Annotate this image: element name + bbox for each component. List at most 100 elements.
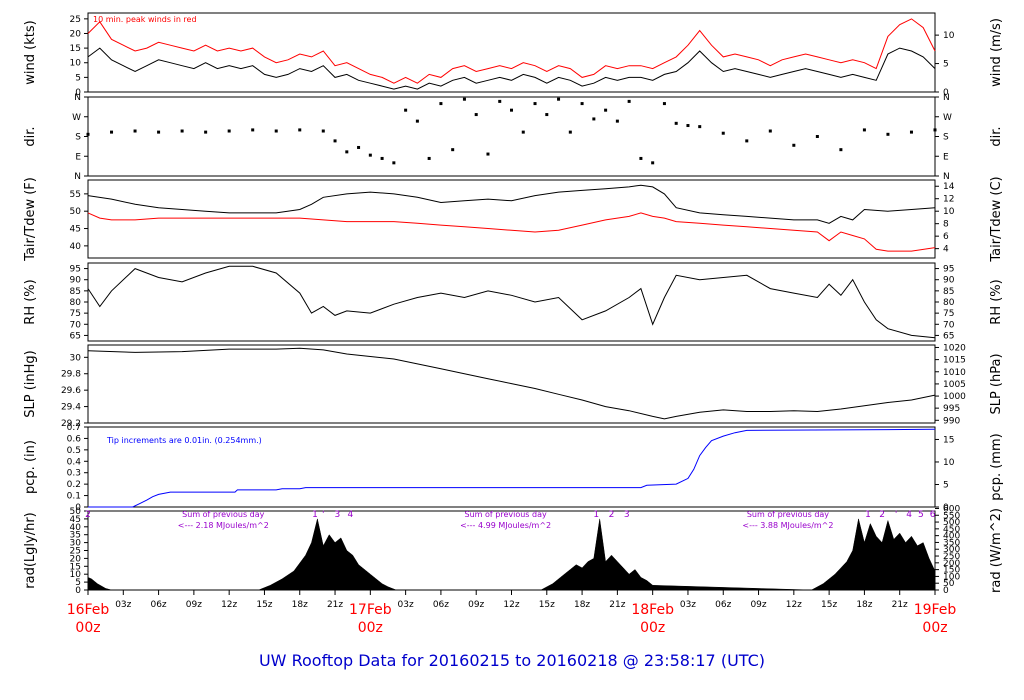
rad-right-tick-label: 100 [943,572,960,582]
temp-Tdew-line [87,212,936,252]
pcp-annotation: Tip increments are 0.01in. (0.254mm.) [106,436,262,445]
dir-left-tick-label: S [75,133,81,143]
slp-left-tick-label: 29.6 [61,386,81,396]
rad-left-tick-label: 15 [70,562,81,572]
rad-event-marker: 1 [865,510,871,520]
dir-point [521,130,525,134]
rad-left-tick-label: 10 [70,570,82,580]
dir-point [439,102,443,106]
time-tick-label: 09z [186,600,202,610]
rad-note-value: <--- 4.99 MJoules/m^2 [460,521,551,530]
pcp-ylabel: pcp. (in) [23,440,38,494]
dir-point [298,128,302,132]
dir-right-tick-label: N [943,93,950,103]
rad-event-marker: 2 [609,510,615,520]
rad-event-marker: 6 [930,510,936,520]
dir-point [321,129,325,133]
dir-point [615,119,619,123]
rad-area [87,518,936,591]
pcp-ylabel-right: pcp. (mm) [989,433,1004,500]
rh-left-tick-label: 90 [70,276,82,286]
pcp-left-tick-label: 0.2 [67,480,81,490]
rad-left-tick-label: 45 [70,515,81,525]
rh-right-tick-label: 85 [943,287,954,297]
slp-right-tick-label: 1010 [943,368,966,378]
dir-point [592,117,596,121]
time-tick-label: 12z [503,600,519,610]
pcp-pcp-line [88,428,936,508]
dir-right-tick-label: W [943,113,952,123]
dir-point [333,139,337,143]
dir-point [745,139,749,143]
date-label: 18Feb [631,602,674,618]
dir-point [357,145,361,149]
time-tick-label: 15z [539,600,555,610]
dir-point [639,156,643,160]
rh-right-tick-label: 95 [943,265,954,275]
dir-point [815,135,819,138]
rad-left-tick-label: 35 [70,531,81,541]
pcp-left-tick-label: 0.1 [67,492,81,502]
wind-left-tick-label: 25 [70,15,81,25]
dir-point [510,108,513,112]
rad-right-tick-label: 400 [943,532,960,542]
dir-point [274,129,278,133]
dir-point [498,99,502,103]
temp-right-tick-label: 10 [943,207,955,217]
rad-event-marker: 5 [918,510,924,520]
rad-note-title: Sum of previous day [465,510,547,519]
rh-panel-frame [87,262,936,342]
dir-point [933,128,937,132]
rad-event-marker: ' [322,510,324,520]
rad-right-tick-label: 500 [943,518,960,528]
dir-point [462,97,466,101]
rad-right-tick-label: 600 [943,504,960,514]
dir-point [580,102,584,106]
rh-ylabel-right: RH (%) [989,279,1004,324]
slp-right-tick-label: 1020 [943,343,966,353]
wind-left-tick-label: 0 [75,88,81,98]
dir-point [392,161,396,165]
dir-point [686,124,690,128]
rad-right-tick-label: 350 [943,538,960,548]
wind-ylabel-right: wind (m/s) [989,18,1004,87]
slp-right-tick-label: 1000 [943,392,966,402]
dir-left-tick-label: N [74,172,81,182]
wind-right-tick-label: 0 [943,88,949,98]
slp-right-tick-label: 995 [943,404,960,414]
dir-right-tick-label: E [943,152,949,162]
rad-right-tick-label: 150 [943,566,960,576]
temp-right-tick-label: 12 [943,195,954,205]
rh-right-tick-label: 70 [943,320,955,330]
rh-ylabel: RH (%) [23,279,38,324]
time-tick-label: 09z [750,600,766,610]
dir-point [157,130,161,134]
dir-point [604,108,608,112]
dir-point [662,102,666,106]
time-tick-label: 03z [680,600,696,610]
dir-right-tick-label: N [943,172,950,182]
wind-right-tick-label: 10 [943,31,955,41]
rh-RH-line [87,265,936,339]
rh-right-tick-label: 90 [943,276,955,286]
slp-right-tick-label: 1015 [943,356,966,366]
temp-panel-frame [87,179,936,259]
time-tick-label: 21z [327,600,343,610]
date-time-label: 00z [922,620,947,636]
temp-right-tick-label: 8 [943,220,949,230]
pcp-left-tick-label: 0.4 [67,457,82,467]
dir-left-tick-label: N [74,93,81,103]
rh-right-tick-label: 65 [943,331,954,341]
rh-left-tick-label: 70 [70,320,82,330]
rad-left-tick-label: 25 [70,547,81,557]
dir-right-tick-label: S [943,133,949,143]
date-time-label: 00z [358,620,383,636]
wind-wind-line [87,47,936,90]
time-tick-label: 21z [609,600,625,610]
time-tick-label: 12z [786,600,802,610]
time-tick-label: 15z [821,600,837,610]
pcp-left-tick-label: 0.3 [67,469,81,479]
rad-event-marker: 2 [85,510,91,520]
dir-point [380,156,384,160]
